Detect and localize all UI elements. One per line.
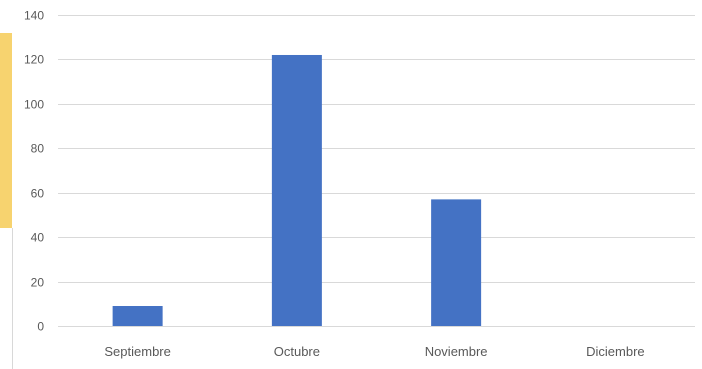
y-tick-label: 100 — [24, 98, 44, 112]
y-tick-label: 40 — [31, 231, 45, 245]
left-border-line — [12, 228, 13, 369]
y-axis-ticks: 0 20 40 60 80 100 120 140 — [24, 9, 44, 334]
y-tick-label: 80 — [31, 142, 45, 156]
y-tick-label: 20 — [31, 276, 45, 290]
x-category-label: Noviembre — [425, 344, 488, 359]
bar-noviembre — [431, 199, 482, 326]
bar-octubre — [271, 54, 322, 326]
x-category-label: Octubre — [274, 344, 320, 359]
x-category-label: Diciembre — [586, 344, 645, 359]
y-tick-label: 140 — [24, 9, 44, 23]
bar-septiembre — [112, 306, 163, 326]
x-category-label: Septiembre — [104, 344, 170, 359]
y-tick-label: 120 — [24, 53, 44, 67]
y-tick-label: 60 — [31, 187, 45, 201]
gridlines — [58, 15, 695, 327]
y-tick-label: 0 — [37, 320, 44, 334]
x-axis-labels: Septiembre Octubre Noviembre Diciembre — [104, 344, 644, 359]
bars — [112, 54, 482, 326]
cell-highlight-strip — [0, 33, 12, 228]
